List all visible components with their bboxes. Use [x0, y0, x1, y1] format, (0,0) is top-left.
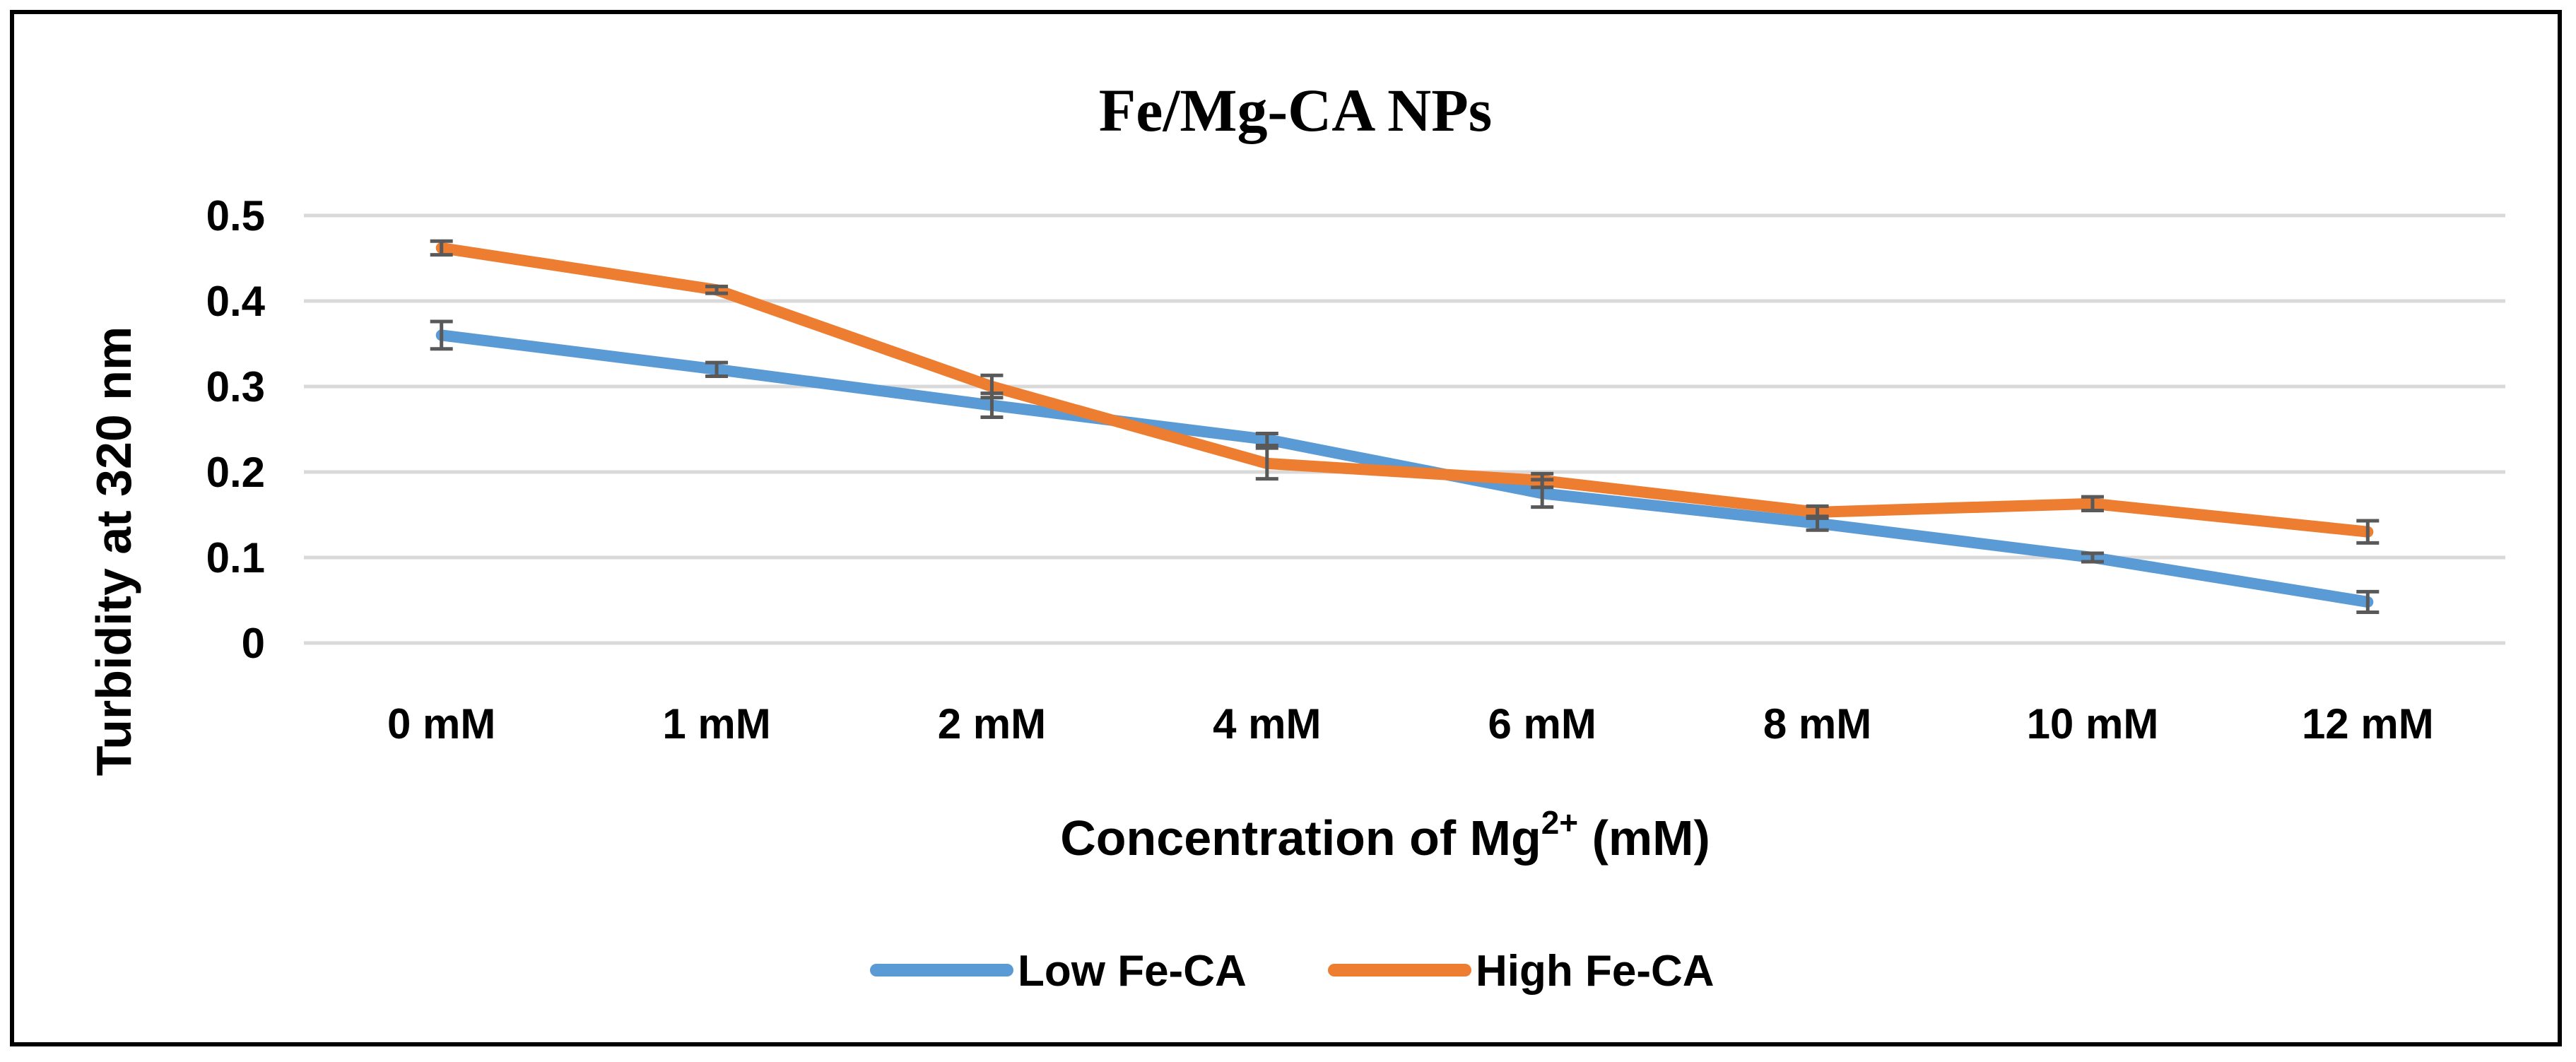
- x-tick-label: 2 mM: [938, 700, 1046, 748]
- series-line-high-fe-ca: [435, 242, 2374, 538]
- error-bar-low-fe-ca: [2356, 589, 2380, 614]
- x-tick-label: 0 mM: [387, 700, 495, 748]
- x-axis-label-superscript: 2+: [1541, 804, 1578, 841]
- x-tick-label: 6 mM: [1488, 700, 1596, 748]
- x-axis-label-main: Concentration of Mg: [1060, 810, 1541, 866]
- y-axis-label: Turbidity at 320 nm: [86, 326, 141, 777]
- y-tick-label: 0.1: [206, 534, 265, 582]
- x-tick-labels: 0 mM 1 mM 2 mM 4 mM 6 mM 8 mM 10 mM 12 mM: [387, 700, 2434, 748]
- error-bar-high-fe-ca: [430, 239, 453, 257]
- x-tick-label: 4 mM: [1213, 700, 1321, 748]
- chart-frame: 0 0.1 0.2 0.3 0.4 0.5 0 mM 1 mM 2 mM 4 mM 6 mM 8 m…: [10, 10, 2562, 1046]
- series-lines: [435, 242, 2374, 608]
- error-bar-low-fe-ca: [705, 360, 729, 378]
- legend-label-high-fe-ca: High Fe-CA: [1476, 947, 1715, 996]
- error-bar-high-fe-ca: [980, 373, 1004, 400]
- legend-label-low-fe-ca: Low Fe-CA: [1018, 947, 1247, 996]
- y-tick-labels: 0 0.1 0.2 0.3 0.4 0.5: [206, 192, 266, 667]
- error-bar-high-fe-ca: [1806, 504, 1829, 520]
- error-bar-high-fe-ca: [705, 284, 729, 295]
- chart-title: Fe/Mg-CA NPs: [1099, 76, 1492, 144]
- error-bar-high-fe-ca: [2081, 495, 2104, 512]
- error-bar-high-fe-ca: [2356, 519, 2380, 545]
- x-tick-label: 10 mM: [2027, 700, 2159, 748]
- y-tick-label: 0: [242, 620, 265, 667]
- error-bar-low-fe-ca: [1255, 432, 1278, 447]
- error-bar-low-fe-ca: [430, 319, 453, 351]
- y-tick-label: 0.2: [206, 449, 265, 496]
- line-chart: 0 0.1 0.2 0.3 0.4 0.5 0 mM 1 mM 2 mM 4 mM 6 mM 8 m…: [86, 76, 2505, 996]
- y-tick-label: 0.4: [206, 278, 266, 325]
- x-axis-label: Concentration of Mg2+ (mM): [1060, 804, 1710, 866]
- y-tick-label: 0.5: [206, 192, 265, 240]
- error-bar-low-fe-ca: [2081, 551, 2104, 564]
- y-tick-label: 0.3: [206, 363, 265, 411]
- x-tick-label: 8 mM: [1763, 700, 1871, 748]
- x-axis-label-unit: (mM): [1578, 810, 1710, 866]
- error-bar-high-fe-ca: [1531, 471, 1554, 490]
- x-tick-label: 1 mM: [662, 700, 770, 748]
- error-bar-high-fe-ca: [1255, 446, 1278, 481]
- error-bars: [430, 239, 2380, 614]
- legend: Low Fe-CA High Fe-CA: [870, 947, 1715, 996]
- x-tick-label: 12 mM: [2302, 700, 2434, 748]
